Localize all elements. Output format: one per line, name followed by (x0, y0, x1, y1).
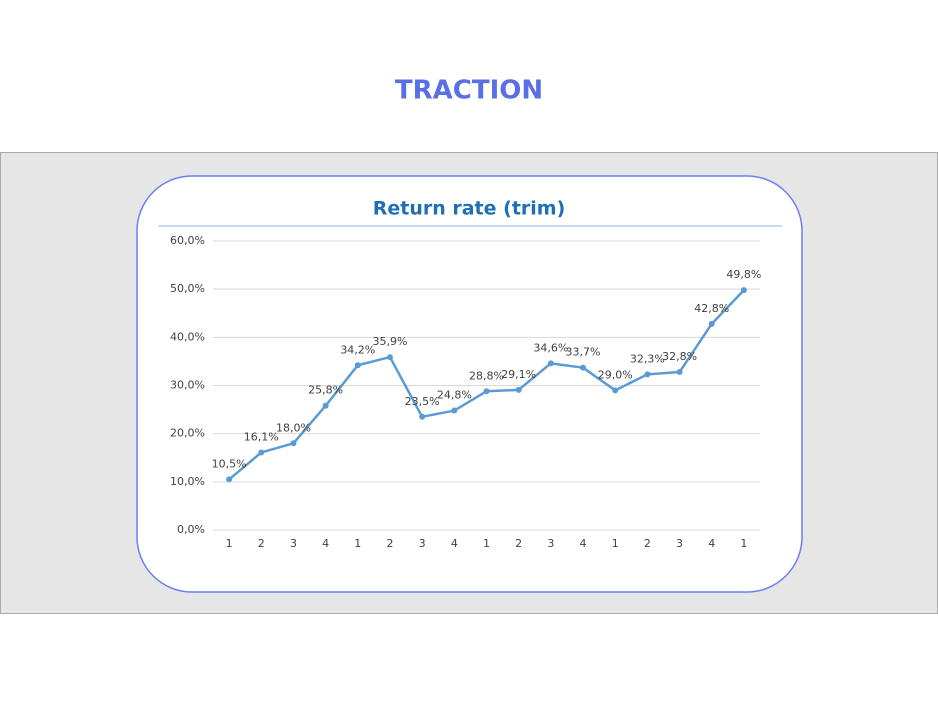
heading: TRACTION (395, 76, 543, 106)
point (258, 449, 265, 456)
point (515, 386, 522, 393)
y-tick-label: 40,0% (170, 330, 205, 343)
y-tick-label: 10,0% (170, 475, 205, 488)
data-label: 25,8% (308, 384, 343, 397)
data-label: 16,1% (244, 430, 279, 443)
x-tick-label: 3 (419, 537, 426, 550)
x-tick-label: 1 (483, 537, 490, 550)
y-tick-label: 50,0% (170, 282, 205, 295)
x-tick-label: 3 (547, 537, 554, 550)
point (322, 402, 329, 409)
point (676, 369, 683, 376)
y-tick-label: 60,0% (170, 234, 205, 247)
y-tick-label: 20,0% (170, 427, 205, 440)
chart-title: Return rate (trim) (373, 198, 566, 220)
data-label: 28,8% (469, 369, 504, 382)
x-tick-label: 1 (612, 537, 619, 550)
data-label: 18,0% (276, 421, 311, 434)
x-tick-label: 4 (451, 537, 458, 550)
data-label: 29,0% (598, 368, 633, 381)
chart-frame (136, 175, 803, 593)
y-tick-label: 0,0% (177, 523, 205, 536)
point (708, 320, 715, 327)
point (419, 413, 426, 420)
data-label: 34,2% (340, 343, 375, 356)
x-tick-label: 3 (676, 537, 683, 550)
x-tick-label: 3 (290, 537, 297, 550)
point (451, 407, 458, 414)
point (483, 388, 490, 395)
data-label: 33,7% (566, 346, 601, 359)
data-label: 49,8% (726, 268, 761, 281)
point (354, 362, 361, 369)
x-tick-label: 4 (708, 537, 715, 550)
x-tick-label: 2 (644, 537, 651, 550)
data-label: 32,8% (662, 350, 697, 363)
data-label: 10,5% (212, 457, 247, 470)
x-tick-label: 1 (354, 537, 361, 550)
x-tick-label: 2 (515, 537, 522, 550)
data-label: 42,8% (694, 302, 729, 315)
x-tick-label: 1 (740, 537, 747, 550)
x-tick-label: 2 (386, 537, 393, 550)
point (386, 354, 393, 361)
data-label: 24,8% (437, 389, 472, 402)
data-label: 35,9% (372, 335, 407, 348)
point (290, 440, 297, 447)
point (580, 364, 587, 371)
data-label: 34,6% (533, 341, 568, 354)
point (547, 360, 554, 367)
x-tick-label: 1 (226, 537, 233, 550)
point (226, 476, 233, 483)
x-tick-label: 4 (322, 537, 329, 550)
x-tick-label: 4 (580, 537, 587, 550)
x-tick-label: 2 (258, 537, 265, 550)
data-label: 23,5% (405, 395, 440, 408)
point (612, 387, 619, 394)
y-tick-label: 30,0% (170, 379, 205, 392)
point (644, 371, 651, 378)
data-label: 32,3% (630, 352, 665, 365)
point (740, 287, 747, 294)
data-label: 29,1% (501, 368, 536, 381)
